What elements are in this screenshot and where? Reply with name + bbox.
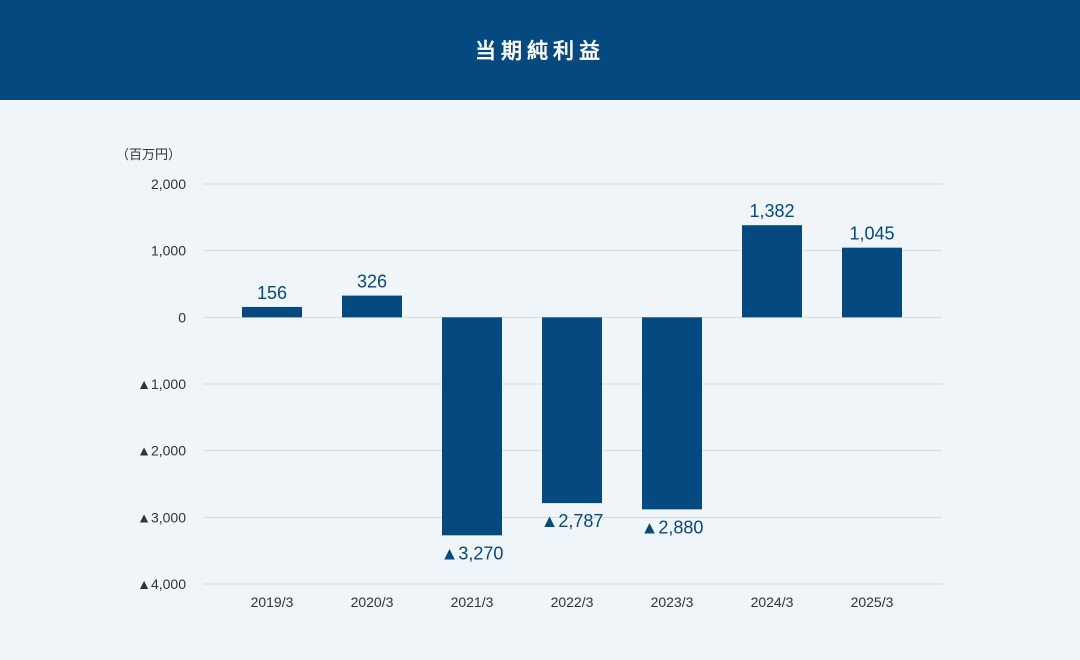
unit-label: （百万円） [116, 148, 181, 163]
x-tick-label: 2025/3 [851, 594, 894, 610]
bar [642, 317, 702, 510]
data-label: 156 [257, 283, 287, 303]
bar [442, 317, 502, 536]
data-label: 326 [357, 272, 387, 292]
chart-header: 当期純利益 [0, 0, 1080, 100]
data-label: 1,045 [849, 224, 894, 244]
data-label: ▲2,880 [641, 517, 704, 537]
bar [242, 306, 302, 318]
x-tick-label: 2022/3 [551, 594, 594, 610]
y-tick-label: ▲3,000 [137, 509, 186, 525]
data-label: ▲3,270 [441, 543, 504, 563]
data-label: ▲2,787 [541, 511, 604, 531]
bar [542, 317, 602, 504]
chart-title: 当期純利益 [475, 39, 605, 63]
bar [842, 247, 902, 318]
y-tick-label: 2,000 [151, 176, 186, 192]
x-tick-label: 2020/3 [351, 594, 394, 610]
y-tick-label: 1,000 [151, 243, 186, 259]
y-tick-label: 0 [178, 309, 186, 325]
x-tick-label: 2019/3 [251, 594, 294, 610]
y-tick-label: ▲4,000 [137, 576, 186, 592]
x-axis: 2019/3 2020/3 2021/3 2022/3 2023/3 2024/3 2025… [251, 594, 894, 610]
bar [342, 295, 402, 318]
y-tick-label: ▲1,000 [137, 376, 186, 392]
y-tick-label: ▲2,000 [137, 443, 186, 459]
x-tick-label: 2024/3 [751, 594, 794, 610]
x-tick-label: 2023/3 [651, 594, 694, 610]
data-label: 1,382 [749, 201, 794, 221]
x-tick-label: 2021/3 [451, 594, 494, 610]
data-labels: 156 326 ▲3,270 ▲2,787 ▲2,880 1,382 1,045 [257, 201, 895, 563]
y-axis: 2,000 1,000 0 ▲1,000 ▲2,000 ▲3,000 ▲4,000 [137, 176, 186, 592]
bars [242, 225, 902, 536]
bar [742, 225, 802, 318]
